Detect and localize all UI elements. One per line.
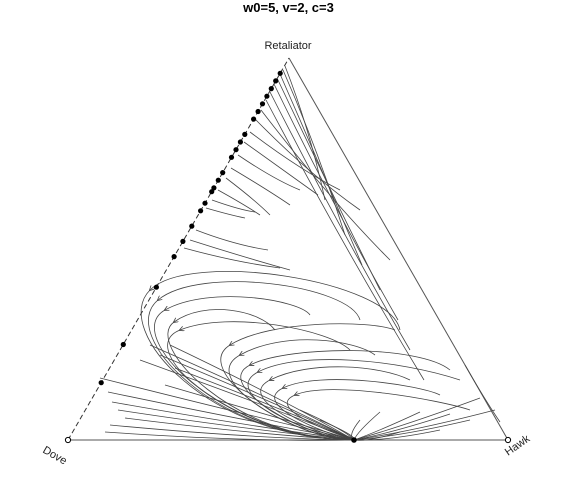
trajectory-line	[225, 177, 271, 216]
trajectory-fan	[111, 401, 355, 441]
trajectory-fan	[124, 417, 355, 441]
rest-point	[171, 254, 177, 260]
trajectory-fan	[139, 359, 355, 441]
hawk-vertex-point	[504, 436, 512, 444]
trajectory-fan	[99, 377, 355, 441]
trajectory-loop	[247, 359, 461, 441]
trajectory-line	[284, 65, 326, 201]
trajectory-loop	[167, 321, 355, 441]
rest-point	[202, 200, 208, 206]
rest-point	[180, 238, 186, 244]
rest-point-group	[98, 70, 283, 386]
edge-dove-retaliator	[67, 57, 290, 441]
stable-equilibrium-point	[351, 437, 357, 443]
trajectory-line	[205, 207, 246, 219]
rest-point	[255, 108, 261, 115]
trajectory-line	[265, 99, 425, 381]
rest-point	[211, 185, 217, 191]
trajectory-line	[195, 229, 269, 251]
trajectory-loop	[154, 296, 355, 441]
rest-point	[120, 341, 126, 348]
rest-point	[153, 284, 159, 290]
rest-point	[189, 223, 195, 229]
trajectory-fan	[107, 391, 355, 441]
vertex-label-hawk: Hawk	[503, 433, 533, 459]
vertex-label-retaliator: Retaliator	[264, 40, 311, 52]
rest-point	[242, 131, 248, 137]
rest-point	[268, 86, 274, 92]
trajectory-loop	[140, 271, 401, 441]
trajectory-fan	[109, 424, 355, 441]
trajectory-loop	[167, 309, 355, 441]
trajectory-line	[243, 141, 319, 196]
trajectory-line	[237, 154, 301, 191]
trajectory-edge	[464, 364, 501, 423]
dove-vertex-point	[64, 436, 72, 444]
trajectory-fan	[353, 419, 471, 441]
rest-point	[220, 170, 226, 176]
rest-point	[273, 78, 279, 84]
trajectory-group	[99, 65, 501, 441]
trajectory-line	[273, 83, 399, 321]
trajectory-fan	[159, 354, 355, 441]
rest-point	[264, 93, 270, 99]
trajectory-fan	[353, 411, 381, 441]
trajectory-fan	[104, 431, 355, 441]
rest-point	[259, 101, 266, 107]
trajectory-loop	[286, 389, 471, 441]
rest-point	[198, 208, 204, 214]
rest-point	[237, 139, 243, 145]
plot-title: w0=5, v=2, c=3	[243, 0, 334, 15]
trajectory-fan	[353, 409, 496, 441]
trajectory-line	[269, 91, 411, 351]
vertex-label-dove: Dove	[41, 444, 69, 467]
trajectory-line	[189, 239, 291, 271]
trajectory-fan	[117, 409, 355, 441]
trajectory-loop	[148, 281, 361, 441]
rest-point	[277, 70, 283, 76]
trajectory-fan	[353, 397, 481, 441]
trajectory-line	[260, 109, 391, 261]
rest-point	[228, 154, 235, 160]
trajectory-fan	[164, 384, 355, 441]
trajectory-line	[282, 69, 346, 236]
trajectory-line	[217, 189, 261, 216]
rest-point	[98, 380, 104, 386]
trajectory-line	[255, 119, 361, 211]
trajectory-line	[211, 199, 256, 213]
rest-point	[251, 116, 257, 122]
trajectory-line	[249, 131, 341, 191]
trajectory-loop	[260, 366, 411, 441]
rest-point	[209, 189, 215, 195]
trajectory-line	[230, 167, 291, 206]
trajectory-fan	[149, 344, 355, 441]
rest-point	[233, 147, 239, 153]
rest-point	[215, 177, 221, 183]
trajectory-line	[279, 73, 363, 266]
trajectory-fan	[169, 344, 355, 441]
trajectory-line	[183, 247, 281, 269]
